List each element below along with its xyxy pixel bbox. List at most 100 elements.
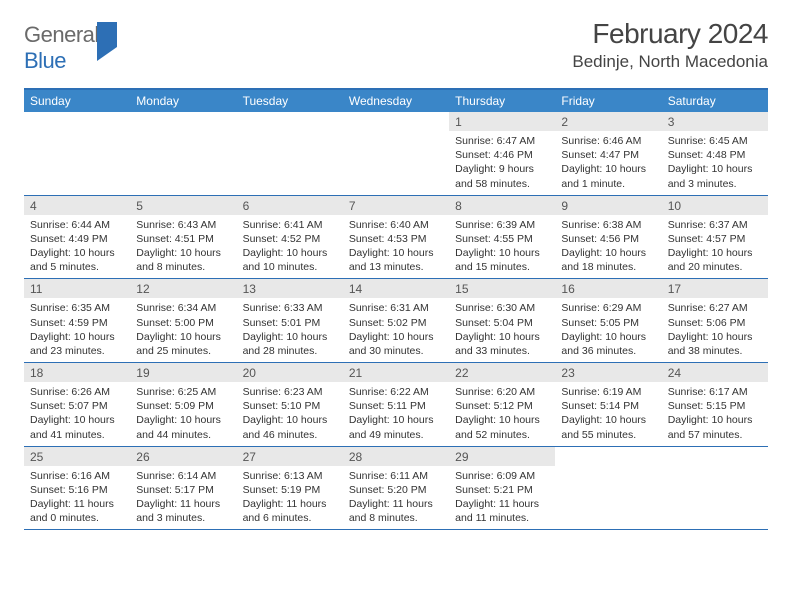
day-cell — [130, 112, 236, 195]
sunset-text: Sunset: 4:53 PM — [349, 232, 443, 246]
day-cell: 27Sunrise: 6:13 AMSunset: 5:19 PMDayligh… — [237, 447, 343, 530]
day-cell: 2Sunrise: 6:46 AMSunset: 4:47 PMDaylight… — [555, 112, 661, 195]
day-cell: 1Sunrise: 6:47 AMSunset: 4:46 PMDaylight… — [449, 112, 555, 195]
day-cell: 11Sunrise: 6:35 AMSunset: 4:59 PMDayligh… — [24, 279, 130, 362]
sunrise-text: Sunrise: 6:45 AM — [668, 134, 762, 148]
sunset-text: Sunset: 4:52 PM — [243, 232, 337, 246]
daylight-text: Daylight: 10 hours and 44 minutes. — [136, 413, 230, 441]
day-number: 14 — [343, 279, 449, 298]
week-row: 18Sunrise: 6:26 AMSunset: 5:07 PMDayligh… — [24, 363, 768, 447]
sunrise-text: Sunrise: 6:22 AM — [349, 385, 443, 399]
daylight-text: Daylight: 10 hours and 10 minutes. — [243, 246, 337, 274]
sunset-text: Sunset: 5:07 PM — [30, 399, 124, 413]
daylight-text: Daylight: 10 hours and 28 minutes. — [243, 330, 337, 358]
day-cell: 4Sunrise: 6:44 AMSunset: 4:49 PMDaylight… — [24, 196, 130, 279]
sunset-text: Sunset: 5:01 PM — [243, 316, 337, 330]
day-cell: 16Sunrise: 6:29 AMSunset: 5:05 PMDayligh… — [555, 279, 661, 362]
day-cell: 19Sunrise: 6:25 AMSunset: 5:09 PMDayligh… — [130, 363, 236, 446]
daylight-text: Daylight: 10 hours and 33 minutes. — [455, 330, 549, 358]
day-number: 3 — [662, 112, 768, 131]
day-body: Sunrise: 6:19 AMSunset: 5:14 PMDaylight:… — [555, 382, 661, 446]
sunset-text: Sunset: 4:57 PM — [668, 232, 762, 246]
dow-monday: Monday — [130, 90, 236, 112]
sunrise-text: Sunrise: 6:09 AM — [455, 469, 549, 483]
day-number: 12 — [130, 279, 236, 298]
day-body: Sunrise: 6:35 AMSunset: 4:59 PMDaylight:… — [24, 298, 130, 362]
day-number: 5 — [130, 196, 236, 215]
sunset-text: Sunset: 4:48 PM — [668, 148, 762, 162]
day-cell: 13Sunrise: 6:33 AMSunset: 5:01 PMDayligh… — [237, 279, 343, 362]
dow-tuesday: Tuesday — [237, 90, 343, 112]
sunrise-text: Sunrise: 6:14 AM — [136, 469, 230, 483]
sunrise-text: Sunrise: 6:37 AM — [668, 218, 762, 232]
day-body: Sunrise: 6:27 AMSunset: 5:06 PMDaylight:… — [662, 298, 768, 362]
day-number: 8 — [449, 196, 555, 215]
day-cell: 22Sunrise: 6:20 AMSunset: 5:12 PMDayligh… — [449, 363, 555, 446]
sunrise-text: Sunrise: 6:27 AM — [668, 301, 762, 315]
sunrise-text: Sunrise: 6:40 AM — [349, 218, 443, 232]
dow-thursday: Thursday — [449, 90, 555, 112]
week-row: 25Sunrise: 6:16 AMSunset: 5:16 PMDayligh… — [24, 447, 768, 531]
day-number: 22 — [449, 363, 555, 382]
daylight-text: Daylight: 11 hours and 6 minutes. — [243, 497, 337, 525]
week-row: 11Sunrise: 6:35 AMSunset: 4:59 PMDayligh… — [24, 279, 768, 363]
day-number: 4 — [24, 196, 130, 215]
day-number: 7 — [343, 196, 449, 215]
day-cell: 5Sunrise: 6:43 AMSunset: 4:51 PMDaylight… — [130, 196, 236, 279]
sunrise-text: Sunrise: 6:19 AM — [561, 385, 655, 399]
logo-general: General — [24, 22, 99, 47]
dow-sunday: Sunday — [24, 90, 130, 112]
sunrise-text: Sunrise: 6:29 AM — [561, 301, 655, 315]
sunset-text: Sunset: 5:14 PM — [561, 399, 655, 413]
day-number: 17 — [662, 279, 768, 298]
daylight-text: Daylight: 10 hours and 5 minutes. — [30, 246, 124, 274]
daylight-text: Daylight: 10 hours and 49 minutes. — [349, 413, 443, 441]
day-number: 1 — [449, 112, 555, 131]
sunset-text: Sunset: 5:04 PM — [455, 316, 549, 330]
day-number: 26 — [130, 447, 236, 466]
sunset-text: Sunset: 5:05 PM — [561, 316, 655, 330]
day-number: 28 — [343, 447, 449, 466]
week-row: 1Sunrise: 6:47 AMSunset: 4:46 PMDaylight… — [24, 112, 768, 196]
day-cell — [24, 112, 130, 195]
sunset-text: Sunset: 5:20 PM — [349, 483, 443, 497]
day-cell — [555, 447, 661, 530]
day-body: Sunrise: 6:45 AMSunset: 4:48 PMDaylight:… — [662, 131, 768, 195]
day-cell: 29Sunrise: 6:09 AMSunset: 5:21 PMDayligh… — [449, 447, 555, 530]
day-body: Sunrise: 6:33 AMSunset: 5:01 PMDaylight:… — [237, 298, 343, 362]
day-cell: 14Sunrise: 6:31 AMSunset: 5:02 PMDayligh… — [343, 279, 449, 362]
sunrise-text: Sunrise: 6:33 AM — [243, 301, 337, 315]
daylight-text: Daylight: 11 hours and 0 minutes. — [30, 497, 124, 525]
sunset-text: Sunset: 4:47 PM — [561, 148, 655, 162]
day-body: Sunrise: 6:20 AMSunset: 5:12 PMDaylight:… — [449, 382, 555, 446]
page-header: General Blue February 2024 Bedinje, Nort… — [24, 18, 768, 74]
day-number: 11 — [24, 279, 130, 298]
day-cell: 6Sunrise: 6:41 AMSunset: 4:52 PMDaylight… — [237, 196, 343, 279]
daylight-text: Daylight: 10 hours and 15 minutes. — [455, 246, 549, 274]
sunset-text: Sunset: 5:10 PM — [243, 399, 337, 413]
day-cell: 21Sunrise: 6:22 AMSunset: 5:11 PMDayligh… — [343, 363, 449, 446]
daylight-text: Daylight: 10 hours and 18 minutes. — [561, 246, 655, 274]
sunset-text: Sunset: 5:17 PM — [136, 483, 230, 497]
logo-text: General Blue — [24, 22, 117, 74]
day-number: 15 — [449, 279, 555, 298]
day-cell: 25Sunrise: 6:16 AMSunset: 5:16 PMDayligh… — [24, 447, 130, 530]
sunset-text: Sunset: 5:16 PM — [30, 483, 124, 497]
sunrise-text: Sunrise: 6:16 AM — [30, 469, 124, 483]
daylight-text: Daylight: 10 hours and 25 minutes. — [136, 330, 230, 358]
sunrise-text: Sunrise: 6:35 AM — [30, 301, 124, 315]
daylight-text: Daylight: 10 hours and 57 minutes. — [668, 413, 762, 441]
sunset-text: Sunset: 5:09 PM — [136, 399, 230, 413]
sunrise-text: Sunrise: 6:43 AM — [136, 218, 230, 232]
day-number: 27 — [237, 447, 343, 466]
day-number: 24 — [662, 363, 768, 382]
calendar: Sunday Monday Tuesday Wednesday Thursday… — [24, 88, 768, 530]
day-cell: 12Sunrise: 6:34 AMSunset: 5:00 PMDayligh… — [130, 279, 236, 362]
daylight-text: Daylight: 10 hours and 1 minute. — [561, 162, 655, 190]
sunset-text: Sunset: 4:56 PM — [561, 232, 655, 246]
sunset-text: Sunset: 5:21 PM — [455, 483, 549, 497]
sunrise-text: Sunrise: 6:11 AM — [349, 469, 443, 483]
day-body: Sunrise: 6:25 AMSunset: 5:09 PMDaylight:… — [130, 382, 236, 446]
sunset-text: Sunset: 4:49 PM — [30, 232, 124, 246]
daylight-text: Daylight: 9 hours and 58 minutes. — [455, 162, 549, 190]
